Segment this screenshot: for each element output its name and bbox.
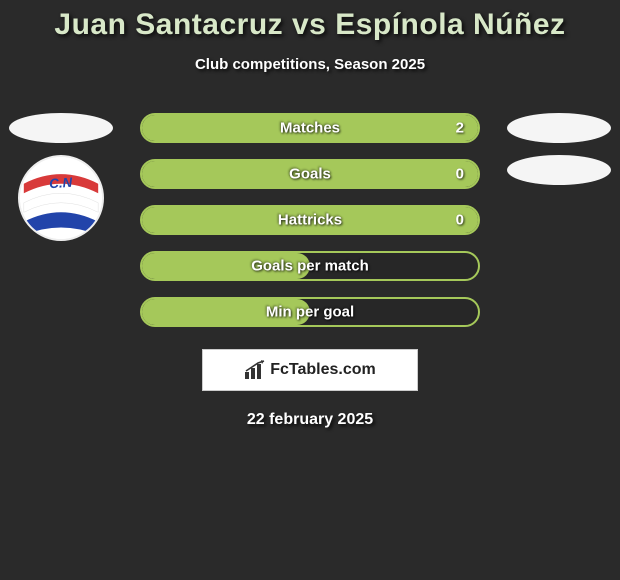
chart-icon	[244, 360, 266, 380]
source-logo[interactable]: FcTables.com	[202, 349, 418, 391]
stat-value: 2	[456, 120, 464, 137]
club-badge-left: C.N	[18, 155, 104, 241]
club-badge-placeholder	[507, 155, 611, 185]
player-avatar-placeholder	[9, 113, 113, 143]
stat-label: Goals per match	[251, 258, 369, 275]
stat-bar: Goals 0	[140, 159, 480, 189]
stat-value: 0	[456, 212, 464, 229]
player-right-column	[504, 113, 614, 185]
date-text: 22 february 2025	[0, 411, 620, 429]
stat-label: Hattricks	[278, 212, 342, 229]
stat-bars: Matches 2 Goals 0 Hattricks 0 Goals per match M…	[140, 113, 480, 327]
subtitle: Club competitions, Season 2025	[0, 56, 620, 73]
stat-bar: Matches 2	[140, 113, 480, 143]
source-logo-text: FcTables.com	[270, 361, 376, 379]
club-badge-icon: C.N	[20, 157, 102, 239]
stat-bar: Min per goal	[140, 297, 480, 327]
stats-area: C.N Matches 2 Goals 0 Hattricks 0 Goals per ma…	[0, 113, 620, 327]
stat-bar: Goals per match	[140, 251, 480, 281]
stat-label: Goals	[289, 166, 331, 183]
stat-bar: Hattricks 0	[140, 205, 480, 235]
stat-label: Matches	[280, 120, 340, 137]
stat-value: 0	[456, 166, 464, 183]
stat-label: Min per goal	[266, 304, 354, 321]
player-left-column: C.N	[6, 113, 116, 241]
page-title: Juan Santacruz vs Espínola Núñez	[0, 8, 620, 42]
comparison-card: Juan Santacruz vs Espínola Núñez Club co…	[0, 0, 620, 429]
player-avatar-placeholder	[507, 113, 611, 143]
svg-text:C.N: C.N	[49, 175, 73, 192]
